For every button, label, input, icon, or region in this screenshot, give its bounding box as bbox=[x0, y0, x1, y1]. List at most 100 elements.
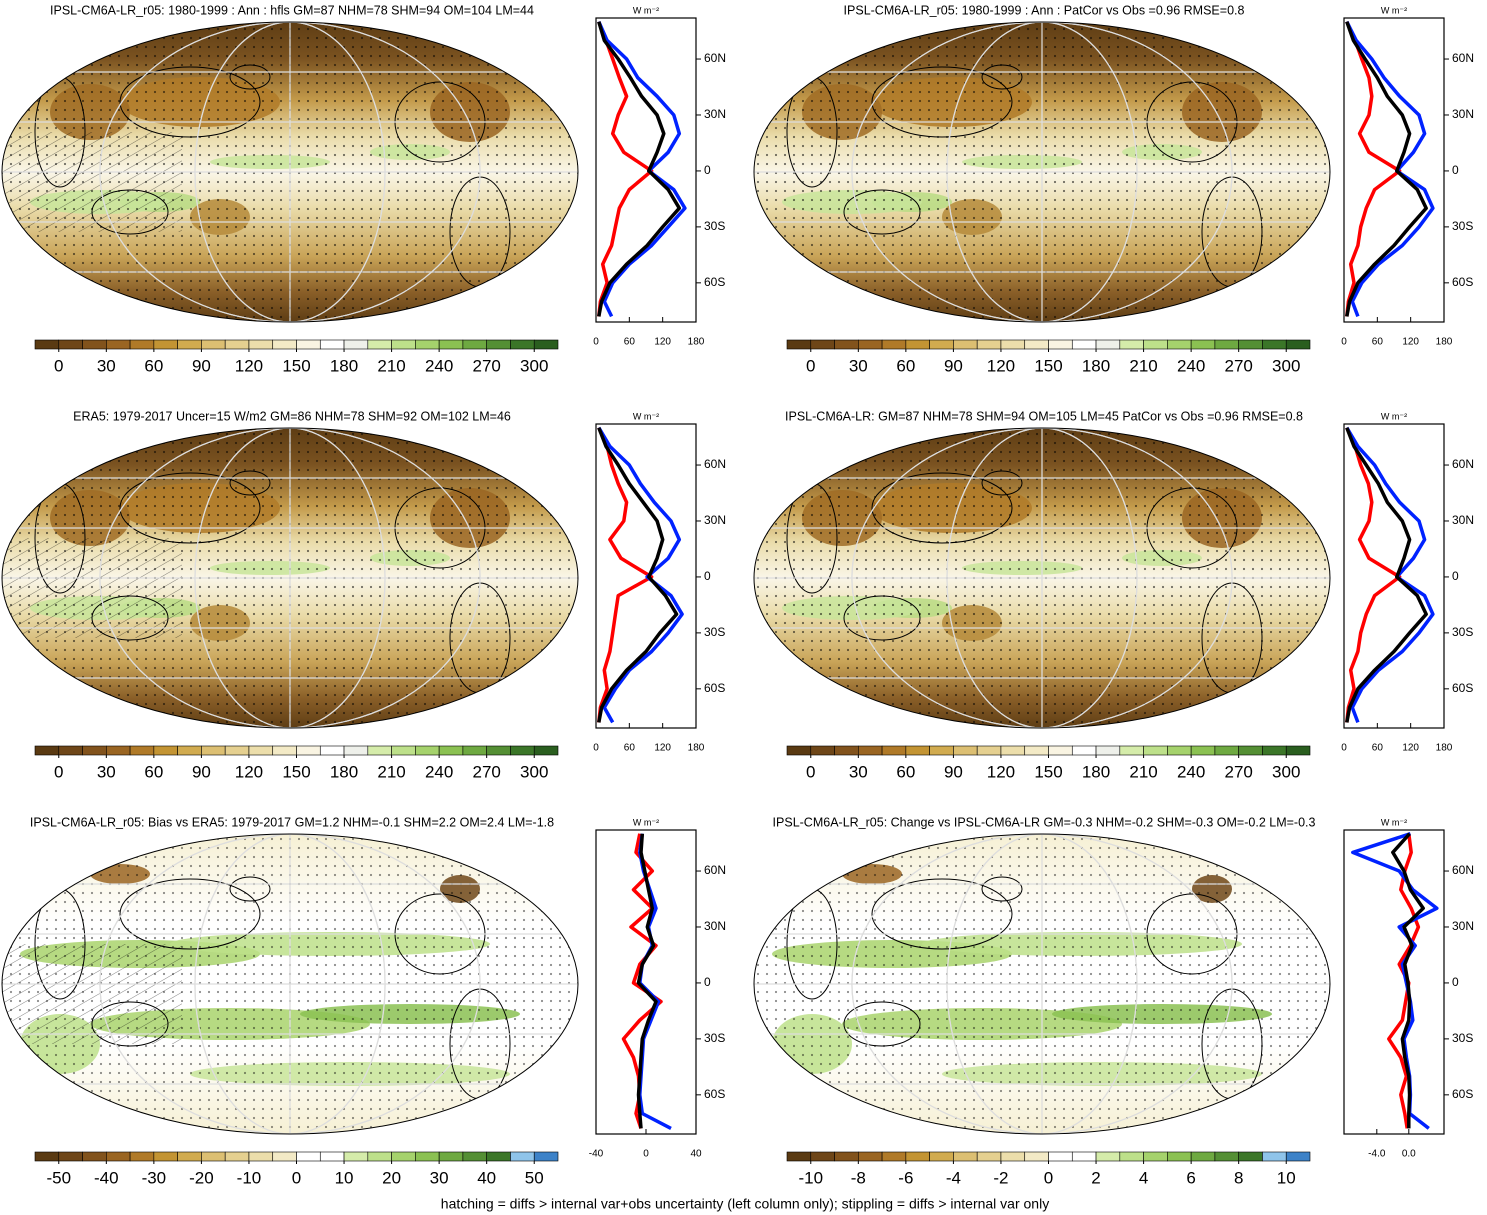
y-tick-label: 30S bbox=[1452, 625, 1473, 639]
x-tick-label: 60 bbox=[1372, 743, 1384, 754]
map bbox=[754, 834, 1330, 1134]
colorbar-box bbox=[343, 339, 369, 350]
colorbar-label: 120 bbox=[235, 356, 263, 375]
colorbar-label: -2 bbox=[993, 1168, 1008, 1187]
colorbar-box bbox=[881, 1151, 907, 1162]
graticule bbox=[194, 22, 386, 322]
colorbar-box bbox=[929, 1151, 954, 1162]
y-tick-label: 30N bbox=[704, 919, 726, 933]
map bbox=[2, 428, 578, 728]
colorbar-box bbox=[1238, 1151, 1263, 1162]
colorbar-box bbox=[58, 339, 83, 350]
colorbar-box bbox=[858, 745, 883, 756]
graticule bbox=[99, 428, 481, 728]
colorbar-label: 0 bbox=[806, 762, 815, 781]
colorbar-label: -6 bbox=[898, 1168, 913, 1187]
colorbar-box bbox=[438, 745, 464, 756]
colorbar-box bbox=[462, 339, 487, 350]
colorbar-label: 300 bbox=[1272, 762, 1300, 781]
colorbar-label: 180 bbox=[1082, 762, 1110, 781]
colorbar-box bbox=[1238, 339, 1263, 350]
colorbar-label: 150 bbox=[282, 356, 310, 375]
colorbar-box bbox=[905, 339, 930, 350]
zonal-mean-line bbox=[1351, 832, 1439, 1130]
colorbar-box bbox=[1167, 339, 1192, 350]
map-border bbox=[753, 21, 1331, 323]
colorbar-box bbox=[929, 745, 954, 756]
colorbar-box bbox=[153, 745, 178, 756]
colorbar-label: 210 bbox=[377, 356, 405, 375]
colorbar-box bbox=[1285, 1151, 1311, 1162]
colorbar-box bbox=[810, 339, 835, 350]
colorbar-label: 180 bbox=[1082, 356, 1110, 375]
map bbox=[754, 22, 1330, 322]
colorbar-box bbox=[1024, 745, 1049, 756]
y-tick-label: 60S bbox=[704, 1087, 725, 1101]
y-tick-label: 0 bbox=[704, 975, 711, 989]
colorbar-box bbox=[1214, 1151, 1239, 1162]
colorbar-label: 0 bbox=[292, 1168, 301, 1187]
y-tick-label: 0 bbox=[1452, 975, 1459, 989]
colorbar-box bbox=[905, 1151, 930, 1162]
colorbar-box bbox=[1000, 339, 1026, 350]
colorbar-box bbox=[82, 339, 107, 350]
plot-frame bbox=[1343, 423, 1445, 729]
colorbar-label: 150 bbox=[282, 762, 310, 781]
colorbar-box bbox=[224, 1151, 250, 1162]
graticule bbox=[851, 428, 1233, 728]
y-tick-label: 60S bbox=[704, 681, 725, 695]
colorbar-box bbox=[533, 1151, 559, 1162]
y-tick-label: 60N bbox=[704, 863, 726, 877]
x-tick-label: 120 bbox=[654, 743, 671, 754]
colorbar-box bbox=[272, 339, 297, 350]
colorbar-label: 300 bbox=[520, 762, 548, 781]
colorbar-box bbox=[415, 745, 440, 756]
panel-title: IPSL-CM6A-LR_r05: Change vs IPSL-CM6A-LR… bbox=[773, 815, 1316, 829]
colorbar-label: 240 bbox=[1177, 762, 1205, 781]
colorbar-box bbox=[153, 339, 178, 350]
colorbar-label: 120 bbox=[987, 356, 1015, 375]
colorbar-label: 60 bbox=[896, 356, 915, 375]
colorbar-label: 210 bbox=[1129, 356, 1157, 375]
colorbar-box bbox=[1262, 1151, 1287, 1162]
colorbar-box bbox=[296, 339, 321, 350]
x-tick-label: 60 bbox=[624, 337, 636, 348]
y-tick-label: 0 bbox=[1452, 569, 1459, 583]
x-tick-label: 120 bbox=[654, 337, 671, 348]
colorbar-box bbox=[953, 745, 978, 756]
panel-title: ERA5: 1979-2017 Uncer=15 W/m2 GM=86 NHM=… bbox=[73, 409, 511, 423]
zonal-mean-line bbox=[1391, 832, 1425, 1129]
colorbar-box bbox=[1238, 745, 1263, 756]
x-tick-label: -40 bbox=[589, 1149, 604, 1160]
zonal-mean-line bbox=[597, 426, 684, 724]
colorbar-box bbox=[486, 745, 511, 756]
colorbar-box bbox=[153, 1151, 178, 1162]
colorbar-box bbox=[343, 1151, 369, 1162]
colorbar-box bbox=[929, 339, 954, 350]
x-tick-label: 0 bbox=[1341, 743, 1347, 754]
colorbar-box bbox=[106, 1151, 131, 1162]
zonal-mean-line bbox=[1345, 20, 1435, 318]
colorbar-box bbox=[224, 339, 250, 350]
colorbar-box bbox=[201, 745, 226, 756]
colorbar-box bbox=[34, 745, 60, 756]
y-tick-label: 30N bbox=[1452, 919, 1474, 933]
colorbar-label: 150 bbox=[1034, 356, 1062, 375]
y-tick-label: 30S bbox=[704, 1031, 725, 1045]
colorbar-label: -10 bbox=[798, 1168, 823, 1187]
colorbar-box bbox=[1214, 339, 1239, 350]
colorbar-box bbox=[367, 745, 392, 756]
colorbar-label: -40 bbox=[94, 1168, 119, 1187]
colorbar-label: -50 bbox=[46, 1168, 71, 1187]
colorbar-label: 210 bbox=[1129, 762, 1157, 781]
colorbar-label: 10 bbox=[1277, 1168, 1296, 1187]
graticule bbox=[851, 22, 1233, 322]
y-tick-label: 0 bbox=[1452, 163, 1459, 177]
colorbar-box bbox=[1262, 339, 1287, 350]
graticule bbox=[194, 428, 386, 728]
units-label: W m⁻² bbox=[633, 5, 659, 15]
colorbar-box bbox=[391, 745, 416, 756]
colorbar-box bbox=[319, 339, 345, 350]
colorbar-box bbox=[177, 339, 202, 350]
colorbar-box bbox=[1000, 745, 1026, 756]
